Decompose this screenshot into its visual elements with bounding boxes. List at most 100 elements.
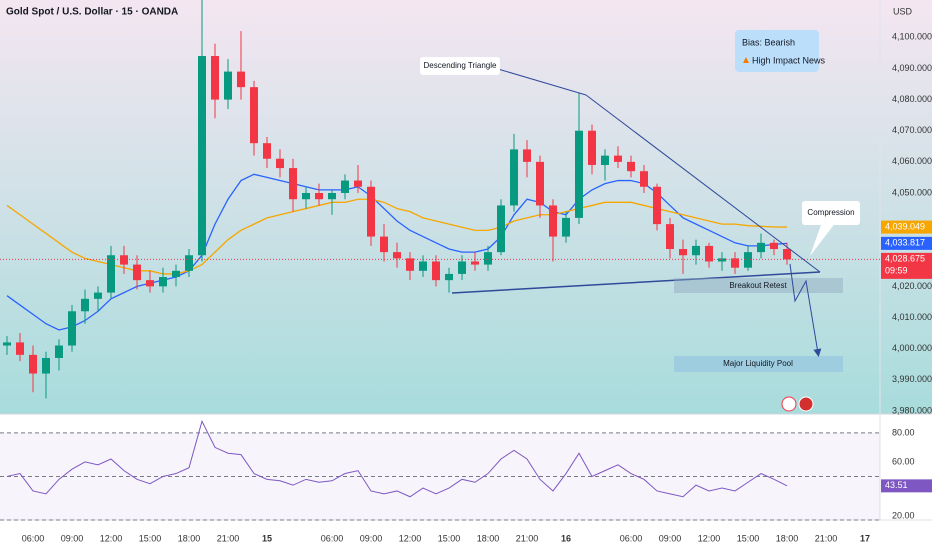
rsi-line <box>6 419 788 498</box>
y-tick-label: 4,070.000 <box>892 125 932 135</box>
candle-body <box>575 130 583 218</box>
price-label-box <box>881 252 932 279</box>
y-tick-label: 80.00 <box>892 427 915 437</box>
rsi-band <box>0 432 880 520</box>
candle-body <box>42 357 50 374</box>
candle-body <box>588 130 596 165</box>
candle-body <box>419 261 427 271</box>
candle-body <box>16 342 24 355</box>
x-tick-label: 12:00 <box>399 533 422 543</box>
candle-body <box>432 261 440 281</box>
candle-body <box>614 155 622 162</box>
x-tick-label: 12:00 <box>100 533 123 543</box>
symbol-title: Gold Spot / U.S. Dollar · 15 · OANDA <box>6 7 178 18</box>
price-label-box <box>881 236 932 250</box>
callout-pointer <box>497 68 587 96</box>
x-tick-label: 21:00 <box>516 533 539 543</box>
candle-body <box>640 171 648 187</box>
y-tick-label: 4,080.000 <box>892 94 932 104</box>
candle-body <box>68 311 76 346</box>
news-icon <box>743 57 749 63</box>
candle-body <box>380 236 388 253</box>
candle-body <box>237 71 245 88</box>
y-tick-label: 3,980.000 <box>892 405 932 415</box>
x-tick-label: 18:00 <box>178 533 201 543</box>
y-tick-label: 4,010.000 <box>892 312 932 322</box>
candle-body <box>497 205 505 253</box>
compression-label: Compression <box>807 208 854 217</box>
candle-body <box>679 249 687 256</box>
price-label: 4,039.049 <box>885 221 925 231</box>
candle-body <box>510 149 518 206</box>
retest-label: Breakout Retest <box>729 281 787 290</box>
candle-body <box>705 245 713 262</box>
y-tick-label: 4,020.000 <box>892 281 932 291</box>
news-text: High Impact News <box>752 55 826 65</box>
candle-body <box>133 264 141 281</box>
candle-body <box>770 242 778 250</box>
x-tick-label: 18:00 <box>776 533 799 543</box>
candle-body <box>406 258 414 271</box>
candle-body <box>289 168 297 200</box>
candle-body <box>731 258 739 268</box>
candle-body <box>367 186 375 237</box>
candle-body <box>3 342 11 346</box>
liquidity-zone <box>674 356 843 372</box>
candle-body <box>29 354 37 374</box>
candle-body <box>627 161 635 172</box>
price-label: 4,033.817 <box>885 238 925 248</box>
candle-body <box>458 261 466 274</box>
y-tick-label: 4,100.000 <box>892 32 932 42</box>
compression-pointer <box>810 222 836 256</box>
candle-body <box>198 56 206 256</box>
candle-body <box>55 345 63 358</box>
y-tick-label: 20.00 <box>892 510 915 520</box>
candle-body <box>224 71 232 100</box>
candle-body <box>302 192 310 200</box>
y-tick-label: 60.00 <box>892 456 915 466</box>
candle-body <box>757 242 765 253</box>
y-tick-label: 4,050.000 <box>892 187 932 197</box>
candle-body <box>276 158 284 169</box>
x-tick-label: 15:00 <box>139 533 162 543</box>
y-tick-label: 4,060.000 <box>892 156 932 166</box>
x-tick-label: 06:00 <box>22 533 45 543</box>
candle-body <box>471 261 479 265</box>
y-tick-label: 4,000.000 <box>892 343 932 353</box>
x-tick-label: 18:00 <box>477 533 500 543</box>
x-tick-label: 12:00 <box>698 533 721 543</box>
countdown: 09:59 <box>885 266 908 276</box>
rsi-pane <box>0 414 932 550</box>
x-tick-label: 17 <box>860 533 870 543</box>
candle-body <box>718 258 726 262</box>
candle-body <box>484 252 492 265</box>
price-label-box <box>881 220 932 234</box>
x-tick-label: 21:00 <box>815 533 838 543</box>
candle-body <box>341 180 349 193</box>
candle-body <box>81 298 89 312</box>
candle-body <box>159 277 167 287</box>
candle-body <box>666 224 674 250</box>
info-box <box>735 30 819 72</box>
candle-body <box>172 270 180 278</box>
x-tick-label: 15:00 <box>737 533 760 543</box>
y-tick-label: 3,990.000 <box>892 374 932 384</box>
x-tick-label: 15:00 <box>438 533 461 543</box>
candle-body <box>354 180 362 187</box>
x-tick-label: 06:00 <box>321 533 344 543</box>
flag-icon[interactable] <box>798 396 814 412</box>
currency: USD <box>893 6 913 16</box>
candle-body <box>263 143 271 159</box>
x-tick-label: 16 <box>561 533 571 543</box>
y-tick-label: 4,090.000 <box>892 63 932 73</box>
candle-body <box>562 217 570 237</box>
compression-callout <box>802 201 860 225</box>
x-tick-label: 06:00 <box>620 533 643 543</box>
candle-body <box>250 87 258 144</box>
event-icon[interactable] <box>781 396 797 412</box>
candle-body <box>315 192 323 200</box>
candle-body <box>692 245 700 256</box>
